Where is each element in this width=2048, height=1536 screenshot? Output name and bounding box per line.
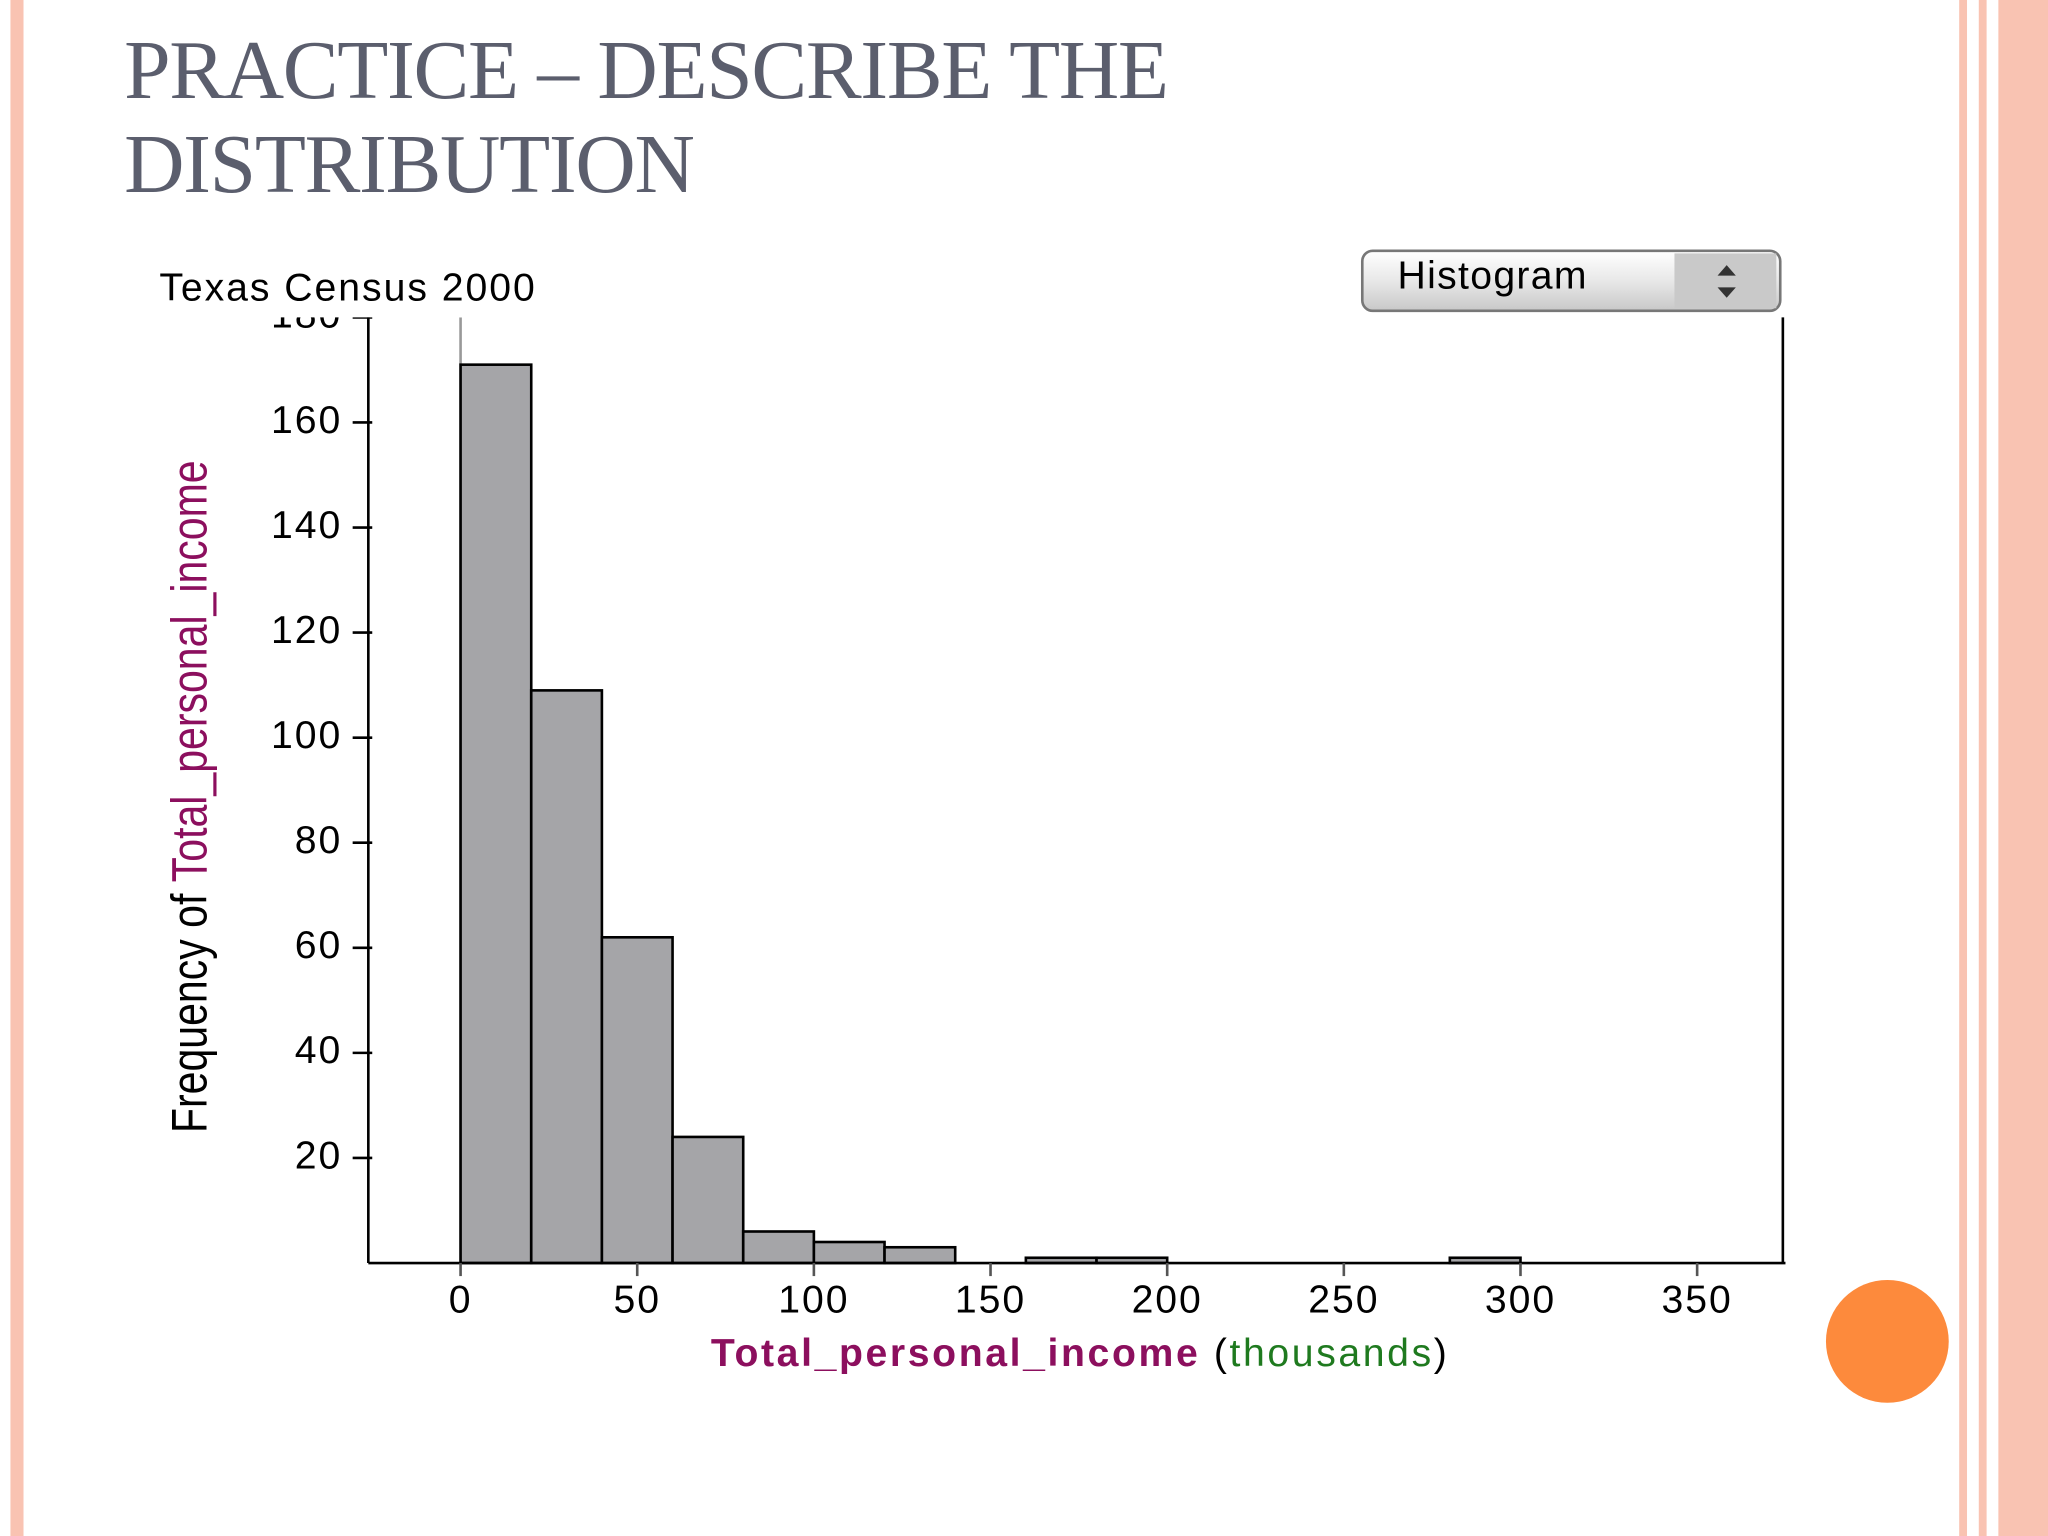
bar: [529, 689, 604, 1265]
x-label-variable: Total_personal_income: [711, 1332, 1201, 1375]
dropdown[interactable]: Histogram: [1360, 249, 1782, 313]
dropdown-arrows: [1717, 265, 1736, 298]
x-tick-label: 0: [449, 1279, 473, 1322]
bar: [600, 935, 674, 1265]
axes: 0 50 100 150 200 250 300 350: [367, 317, 1786, 1322]
x-tick-label: 250: [1308, 1279, 1379, 1322]
y-axis-label: Frequency of Total_personal_income: [161, 460, 217, 1133]
right-border: [1959, 0, 1968, 1536]
bar: [812, 1240, 886, 1265]
y-tick-label: 180: [271, 294, 342, 337]
x-tick-label: 350: [1662, 1279, 1733, 1322]
slide-title: PRACTICE – DESCRIBE THE DISTRIBUTION: [124, 23, 1169, 211]
y-tick-label: 160: [271, 399, 342, 442]
x-label-paren: ): [1434, 1332, 1450, 1375]
y-tick-label: 60: [295, 924, 343, 967]
bar: [883, 1245, 957, 1265]
x-tick-label: 200: [1132, 1279, 1203, 1322]
dropdown-label[interactable]: Histogram: [1398, 255, 1588, 298]
y-label-prefix: Frequency of: [161, 882, 217, 1133]
right-border: [1978, 0, 1987, 1536]
x-label-paren: (: [1200, 1332, 1229, 1375]
x-tick-label: 150: [955, 1279, 1026, 1322]
y-label-variable: Total_personal_income: [161, 460, 217, 882]
y-tick-label: 80: [295, 819, 343, 862]
left-border: [10, 0, 24, 1536]
y-tick-label: 20: [295, 1134, 343, 1177]
dropdown-arrow-box: [1674, 253, 1777, 309]
bar: [459, 363, 533, 1265]
x-label-unit: thousands: [1230, 1332, 1434, 1375]
y-tick-label: 140: [271, 504, 342, 547]
x-tick-label: 300: [1485, 1279, 1556, 1322]
right-border: [1998, 0, 2048, 1536]
chart-title: Texas Census 2000: [159, 266, 536, 309]
y-tick-label: 100: [271, 714, 342, 757]
bar: [741, 1230, 816, 1265]
x-tick-label: 100: [778, 1279, 849, 1322]
decor-circle: [1825, 1280, 1949, 1403]
title-box: PRACTICE – DESCRIBE THE DISTRIBUTION: [124, 23, 1169, 211]
x-tick-label: 50: [613, 1279, 661, 1322]
plot: 20 40 60 80 100 120 140 160 180: [271, 294, 1522, 1265]
y-tick-label: 40: [295, 1029, 343, 1072]
y-tick-label: 120: [271, 609, 342, 652]
x-axis-label: Total_personal_income (thousands): [711, 1332, 1450, 1375]
bar: [671, 1135, 745, 1265]
